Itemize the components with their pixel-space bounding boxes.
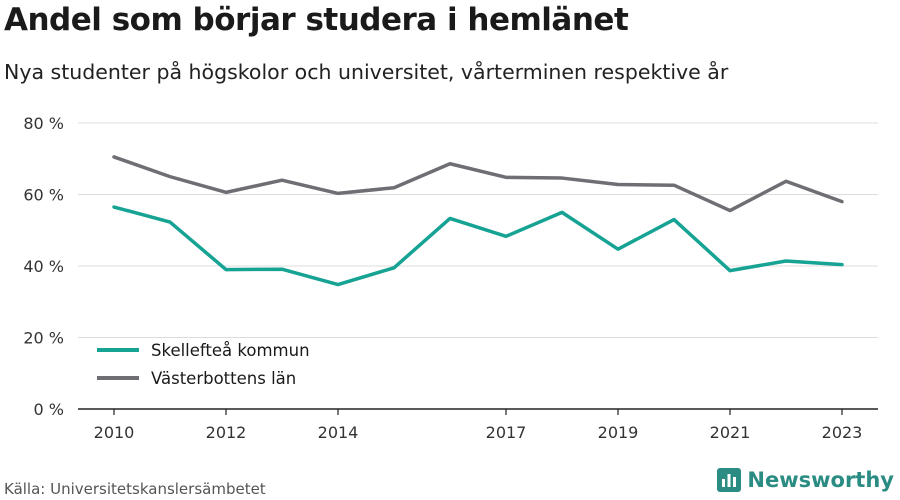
x-tick-label: 2021: [710, 423, 751, 442]
line-chart: 0 % 20 % 40 % 60 % 80 % 2010 2012 2014 2017 2019…: [23, 114, 878, 442]
x-tick-label: 2012: [206, 423, 247, 442]
series-line-skelleftea: [112, 205, 844, 287]
x-axis-ticks: 2010 2012 2014 2017 2019 2021 2023: [94, 409, 863, 442]
x-tick-label: 2014: [318, 423, 359, 442]
legend: Skellefteå kommun Västerbottens län: [97, 341, 310, 388]
x-tick-label: 2019: [598, 423, 639, 442]
y-tick-label: 80 %: [23, 114, 64, 133]
y-tick-label: 40 %: [23, 257, 64, 276]
x-tick-label: 2017: [486, 423, 527, 442]
grid-lines: [78, 122, 878, 338]
series-line-vasterbotten: [112, 155, 844, 213]
legend-label: Skellefteå kommun: [151, 341, 310, 360]
series-lines: [112, 155, 844, 287]
y-tick-label: 0 %: [34, 400, 64, 419]
source-note: Källa: Universitetskanslersämbetet: [4, 480, 266, 498]
chart-title: Andel som börjar studera i hemlänet: [4, 2, 629, 38]
chart-subtitle: Nya studenter på högskolor och universit…: [4, 60, 729, 84]
legend-label: Västerbottens län: [151, 369, 296, 388]
y-tick-label: 20 %: [23, 329, 64, 348]
brand-logo: Newsworthy: [717, 468, 894, 492]
newsworthy-logo-icon: [717, 468, 742, 492]
y-tick-label: 60 %: [23, 186, 64, 205]
y-axis-ticks: 0 % 20 % 40 % 60 % 80 %: [23, 114, 64, 419]
brand-name: Newsworthy: [747, 468, 894, 492]
x-tick-label: 2023: [822, 423, 863, 442]
x-tick-label: 2010: [94, 423, 135, 442]
